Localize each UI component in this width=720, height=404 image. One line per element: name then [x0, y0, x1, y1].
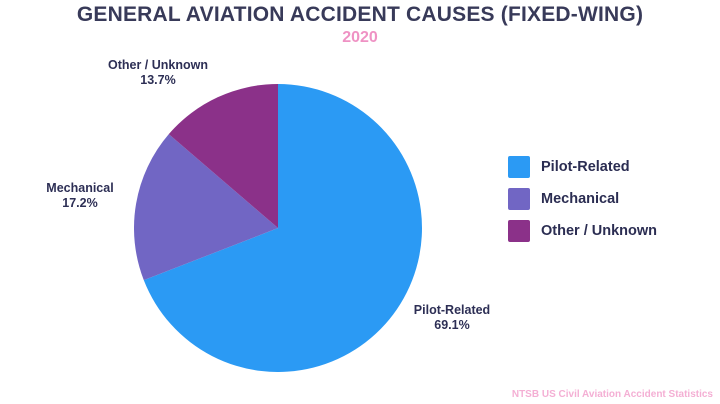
legend-label: Other / Unknown — [541, 223, 657, 239]
slice-label-name: Pilot-Related — [413, 303, 491, 317]
pie-chart — [134, 84, 422, 372]
slice-label-mechanical: Mechanical 17.2% — [5, 181, 155, 211]
slice-label-pilot-related: Pilot-Related 69.1% — [377, 303, 527, 333]
legend-item-other-unknown: Other / Unknown — [508, 220, 657, 242]
legend-label: Pilot-Related — [541, 159, 630, 175]
chart-subtitle: 2020 — [342, 29, 378, 46]
pie-chart-area — [134, 84, 422, 372]
pie-slice-mechanical — [134, 134, 278, 281]
slice-label-pct: 13.7% — [140, 73, 176, 87]
slice-label-other-unknown: Other / Unknown 13.7% — [83, 58, 233, 88]
source-credit: NTSB US Civil Aviation Accident Statisti… — [511, 389, 713, 400]
slice-label-name: Other / Unknown — [108, 58, 208, 72]
legend-item-pilot-related: Pilot-Related — [508, 156, 657, 178]
slice-label-name: Mechanical — [46, 181, 114, 195]
slice-label-pct: 17.2% — [62, 196, 98, 210]
slice-label-pct: 69.1% — [434, 318, 470, 332]
legend-label: Mechanical — [541, 191, 620, 207]
chart-title: GENERAL AVIATION ACCIDENT CAUSES (FIXED-… — [76, 3, 644, 26]
legend-swatch-pilot-related — [508, 156, 530, 178]
legend: Pilot-Related Mechanical Other / Unknown — [508, 156, 657, 242]
pie-slice-pilot-related — [143, 84, 422, 372]
legend-swatch-mechanical — [508, 188, 530, 210]
legend-item-mechanical: Mechanical — [508, 188, 657, 210]
pie-slice-other-unknown — [168, 84, 278, 228]
legend-swatch-other-unknown — [508, 220, 530, 242]
